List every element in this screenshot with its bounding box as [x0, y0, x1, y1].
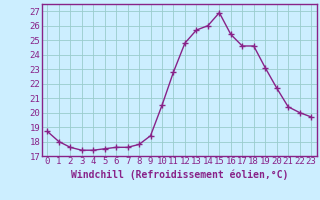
X-axis label: Windchill (Refroidissement éolien,°C): Windchill (Refroidissement éolien,°C) [70, 169, 288, 180]
